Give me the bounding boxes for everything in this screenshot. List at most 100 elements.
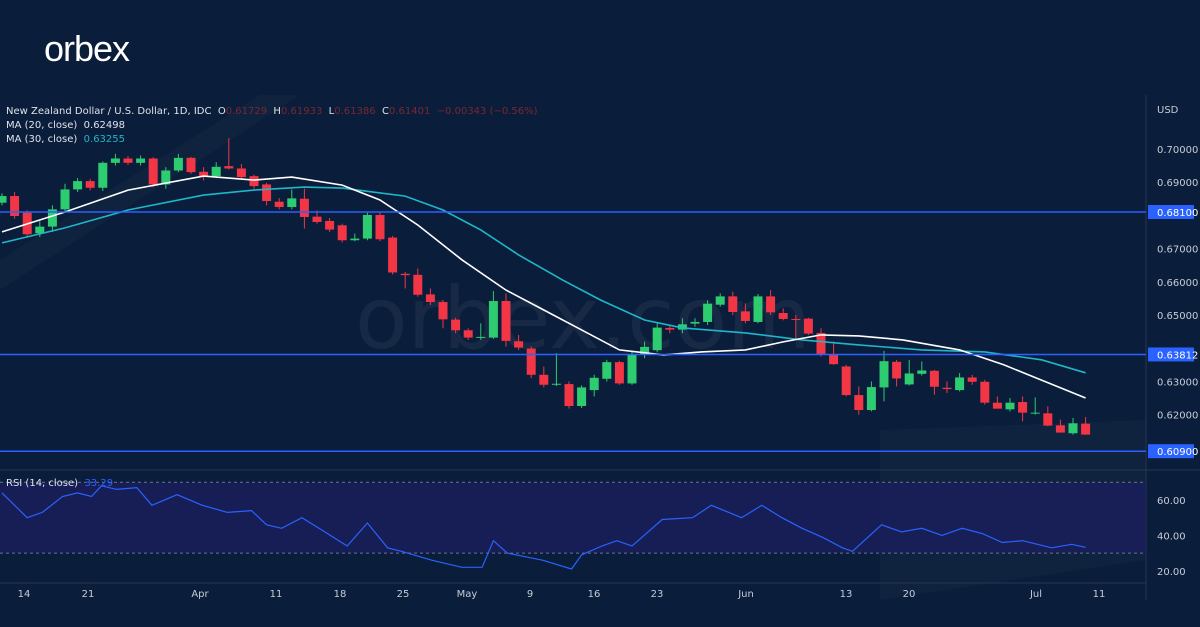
level-badge — [1148, 347, 1194, 362]
time-tick-label: Jul — [1029, 589, 1042, 600]
candle — [47, 205, 57, 232]
candle-body — [488, 301, 498, 338]
candle — [262, 182, 272, 206]
candle — [85, 178, 95, 191]
time-tick-label: 11 — [270, 589, 283, 600]
candle — [967, 374, 977, 385]
high-label: H — [273, 106, 281, 117]
candle — [249, 174, 259, 189]
candle-body — [400, 273, 410, 276]
open-value: 0.61729 — [225, 106, 268, 117]
price-tick-label: 0.62000 — [1157, 411, 1198, 422]
candle — [287, 189, 297, 210]
time-axis[interactable]: 14 21 Apr 11 18 25 May 9 16 23 Jun 13 20 Jul 11 — [18, 589, 1106, 600]
candle-body — [753, 296, 763, 322]
candle — [337, 223, 347, 243]
candle-body — [299, 198, 309, 217]
watermark: orbex.com — [355, 269, 811, 369]
ma20-label: MA (20, close) — [6, 120, 78, 131]
price-tick-label: 0.67000 — [1157, 245, 1198, 256]
time-tick-label: 21 — [82, 589, 95, 600]
candle — [1030, 397, 1040, 415]
close-value: 0.61401 — [388, 106, 431, 117]
candle-body — [1055, 425, 1065, 433]
candle-body — [703, 303, 713, 322]
candle — [186, 156, 196, 174]
candle-body — [262, 184, 272, 202]
ma30-label: MA (30, close) — [6, 134, 78, 145]
rsi-tick-label: 40.00 — [1157, 531, 1186, 542]
orbex-logo: orbex — [44, 28, 130, 69]
candle — [904, 359, 914, 386]
moving-averages — [1, 175, 1086, 399]
price-tick-label: 0.63000 — [1157, 377, 1198, 388]
time-tick-label: 18 — [334, 589, 347, 600]
candle-body — [904, 373, 914, 385]
candle-body — [425, 294, 435, 303]
candle-body — [766, 296, 776, 313]
candle — [766, 290, 776, 315]
candle-body — [841, 366, 851, 396]
candle-body — [73, 181, 83, 190]
candle-body — [992, 402, 1002, 409]
price-tick-label: 0.65000 — [1157, 311, 1198, 322]
candle — [892, 359, 902, 387]
candle-body — [551, 383, 561, 385]
candle-body — [1018, 402, 1028, 413]
rsi-label: RSI (14, close) — [6, 478, 79, 489]
candle — [514, 334, 524, 350]
candle-body — [274, 201, 284, 208]
candle-body — [526, 348, 536, 375]
candle-body — [866, 387, 876, 411]
candle — [463, 328, 473, 340]
candle-body — [1043, 413, 1053, 426]
candle-body — [476, 336, 486, 338]
candle — [942, 381, 952, 394]
low-label: L — [328, 106, 335, 117]
ma30-legend[interactable]: MA (30, close) 0.63255 — [6, 134, 125, 145]
candle-body — [123, 158, 133, 163]
high-value: 0.61933 — [280, 106, 323, 117]
time-tick-label: 25 — [397, 589, 410, 600]
candle — [161, 167, 171, 189]
candle — [0, 193, 7, 206]
candle-body — [249, 176, 259, 187]
close-label: C — [381, 106, 389, 117]
candle — [917, 361, 927, 376]
candle-body — [236, 168, 246, 178]
price-axis[interactable]: 0.70000 0.69000 0.67000 0.66000 0.65000 0.630… — [1157, 145, 1198, 422]
candle-body — [136, 158, 146, 163]
candle-body — [186, 157, 196, 173]
candle-body — [35, 226, 45, 234]
low-value: 0.61386 — [334, 106, 376, 117]
candle — [488, 291, 498, 339]
candle-body — [803, 318, 813, 334]
candle-body — [0, 196, 7, 203]
candle — [451, 317, 461, 334]
candle-body — [564, 384, 574, 407]
price-tick-label: 0.66000 — [1157, 278, 1198, 289]
candle-body — [778, 312, 788, 319]
horizontal-levels[interactable]: 0.68100 0.63812 0.60900 — [0, 205, 1198, 459]
candle — [740, 303, 750, 324]
candle — [715, 293, 725, 307]
candle — [753, 294, 763, 324]
candle — [955, 373, 965, 392]
rsi-legend[interactable]: RSI (14, close) 33.29 — [6, 478, 113, 489]
ma30-line — [1, 186, 1086, 374]
candle-body — [211, 166, 221, 177]
candle — [362, 212, 372, 241]
candle-body — [942, 387, 952, 390]
candle-body — [438, 302, 448, 320]
candle — [980, 379, 990, 405]
candle — [1018, 396, 1028, 422]
candle-body — [740, 311, 750, 321]
price-tick-label: 0.70000 — [1157, 145, 1198, 156]
candle-body — [879, 361, 889, 388]
ma20-legend[interactable]: MA (20, close) 0.62498 — [6, 120, 125, 131]
candle — [854, 386, 864, 415]
candle-body — [413, 274, 423, 295]
candle — [199, 167, 209, 181]
candle — [677, 318, 687, 334]
